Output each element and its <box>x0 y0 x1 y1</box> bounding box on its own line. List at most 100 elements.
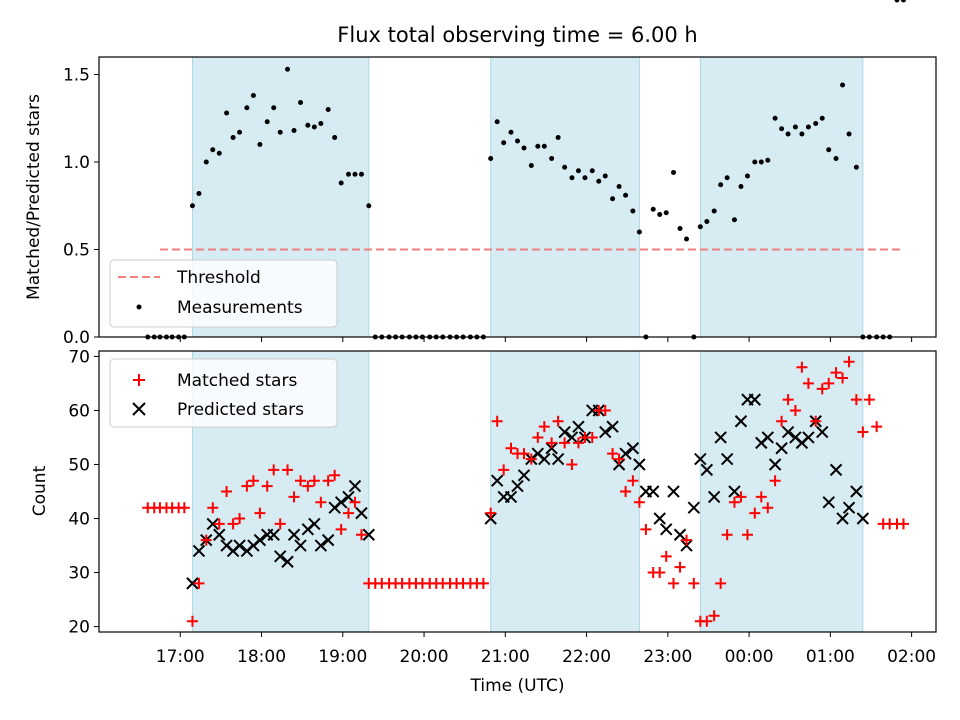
x-tick-label: 20:00 <box>400 647 449 667</box>
matched-star-marker <box>735 491 747 503</box>
measurement-point <box>549 156 555 161</box>
matched-star-marker <box>241 480 253 492</box>
matched-star-marker <box>627 475 639 487</box>
measurement-point <box>792 124 798 130</box>
predicted-star-marker <box>355 506 368 520</box>
measurement-point <box>819 115 825 121</box>
measurement-point <box>237 129 243 135</box>
legend-matched-swatch <box>133 374 145 386</box>
measurement-point <box>602 173 608 179</box>
legend-measurement-label: Measurements <box>177 298 303 318</box>
measurement-point <box>738 184 744 189</box>
matched-star-marker <box>755 491 767 503</box>
measurement-point <box>189 203 195 209</box>
x-tick-label: 02:00 <box>887 647 936 667</box>
measurement-point <box>704 219 710 224</box>
matched-star-marker <box>741 529 753 541</box>
predicted-star-marker <box>334 496 348 509</box>
predicted-star-marker <box>206 517 219 531</box>
matched-star-marker <box>315 496 327 508</box>
measurement-point <box>846 131 852 137</box>
predicted-star-marker <box>558 425 571 439</box>
predicted-star-marker <box>761 431 774 444</box>
matched-star-marker <box>329 469 341 481</box>
predicted-star-marker <box>822 496 835 509</box>
measurement-point <box>501 140 507 146</box>
predicted-star-marker <box>606 420 619 433</box>
legend-threshold-label: Threshold <box>176 268 261 288</box>
measurement-point <box>623 192 629 198</box>
matched-star-marker <box>227 518 239 530</box>
matched-star-marker <box>620 486 632 497</box>
predicted-star-marker <box>829 463 843 477</box>
measurement-point <box>224 110 230 116</box>
matched-star-marker <box>261 480 273 492</box>
matched-star-marker <box>207 502 219 514</box>
predicted-star-marker <box>816 425 829 439</box>
measurement-point <box>752 159 758 165</box>
measurement-point <box>210 147 216 153</box>
matched-star-marker <box>308 475 320 487</box>
predicted-star-marker <box>775 442 788 455</box>
x-tick-label: 01:00 <box>806 647 855 667</box>
y-tick-label: 0.5 <box>63 241 90 261</box>
predicted-star-marker <box>294 539 307 552</box>
measurement-point <box>366 203 372 209</box>
predicted-star-marker <box>653 512 666 525</box>
predicted-star-marker <box>768 458 782 471</box>
y-ticks: 20 30 40 50 60 70 <box>68 347 99 638</box>
y-tick-label: 0.0 <box>63 328 90 348</box>
chart-title: Flux total observing time = 6.00 h <box>337 23 697 47</box>
measurement-point <box>345 171 351 177</box>
y-axis-label: Count <box>30 465 50 516</box>
measurement-point <box>657 212 663 217</box>
x-tick-label: 19:00 <box>318 647 367 667</box>
matched-star-marker <box>302 480 314 492</box>
matched-star-marker <box>342 507 354 519</box>
x-tick-marks <box>179 337 913 342</box>
y-tick-label: 30 <box>68 564 90 584</box>
measurement-point <box>724 175 730 181</box>
predicted-star-marker <box>186 577 199 590</box>
measurement-point <box>488 156 494 161</box>
matched-star-marker <box>485 507 497 519</box>
predicted-star-marker <box>490 474 504 487</box>
measurement-point <box>264 119 270 125</box>
matched-star-marker <box>796 361 808 373</box>
matched-star-marker <box>654 567 666 579</box>
matched-star-marker <box>863 394 875 406</box>
measurement-point <box>779 126 785 132</box>
measurement-point <box>697 224 703 230</box>
measurement-point <box>596 178 602 184</box>
matched-star-marker <box>186 615 198 627</box>
measurement-point <box>535 143 541 149</box>
measurement-point <box>671 170 677 175</box>
predicted-points <box>186 393 870 590</box>
predicted-star-marker <box>321 533 335 547</box>
matched-star-marker <box>552 415 564 427</box>
y-tick-label: 70 <box>68 347 90 367</box>
matched-star-marker <box>282 464 294 476</box>
measurement-point <box>569 175 575 181</box>
matched-star-marker <box>274 518 286 530</box>
measurement-point <box>758 159 764 165</box>
predicted-star-marker <box>233 539 246 552</box>
x-tick-label: 21:00 <box>481 647 530 667</box>
measurement-point <box>555 135 561 140</box>
matched-star-marker <box>518 448 530 460</box>
measurement-point <box>305 122 311 128</box>
matched-star-marker <box>572 437 584 449</box>
predicted-star-marker <box>362 528 375 541</box>
matched-star-marker <box>288 491 300 503</box>
measurement-point <box>271 105 277 111</box>
predicted-star-marker <box>192 544 206 558</box>
predicted-star-marker <box>850 485 863 498</box>
measurement-point <box>900 0 906 3</box>
legend-predicted-label: Predicted stars <box>177 400 304 420</box>
predicted-star-marker <box>802 431 815 444</box>
measurement-point <box>826 147 832 153</box>
y-tick-label: 1.0 <box>63 153 90 173</box>
predicted-star-marker <box>274 550 287 563</box>
predicted-star-marker <box>267 528 280 541</box>
measurement-point <box>325 107 331 112</box>
